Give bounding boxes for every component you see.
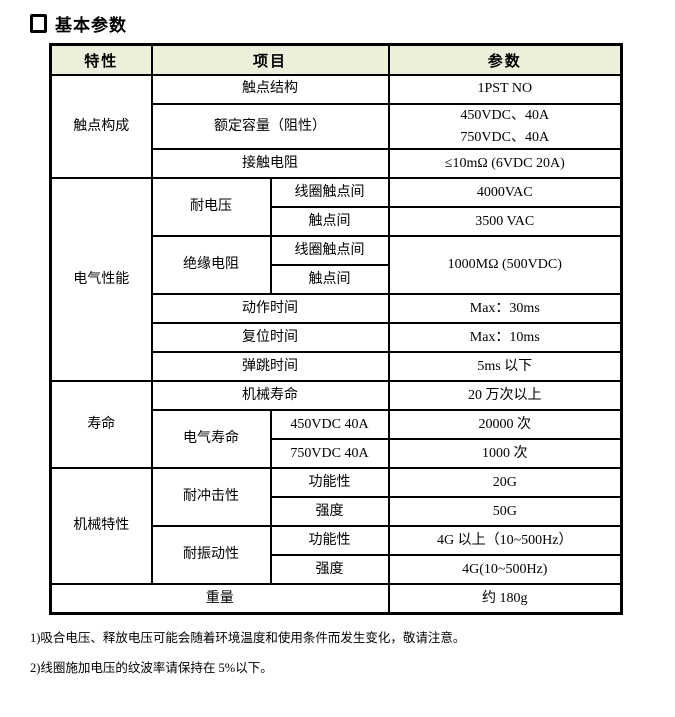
page-title: 基本参数 xyxy=(55,16,127,36)
square-bullet-icon xyxy=(30,14,47,33)
cell-life-elec-item: 电气寿命 xyxy=(150,409,272,470)
cell-reset-value: Max：10ms xyxy=(387,322,623,354)
footnote-2: 2)线圈施加电压的纹波率请保持在 5%以下。 xyxy=(30,661,273,676)
cell-insulation-value: 1000MΩ (500VDC) xyxy=(387,235,623,296)
table-row: 寿命 机械寿命 20 万次以上 xyxy=(49,380,623,470)
cell-life-elec-value1: 20000 次 xyxy=(387,409,623,441)
cell-life-elec-sub1: 450VDC 40A xyxy=(269,409,390,441)
table-row: 动作时间 Max：30ms xyxy=(51,293,623,325)
cell-vibration-value2: 4G(10~500Hz) xyxy=(387,554,623,586)
cell-life-elec-value2: 1000 次 xyxy=(387,438,623,470)
cell-shock-item: 耐冲击性 xyxy=(150,467,272,528)
table-row: 额定容量（阻性） 450VDC、40A 750VDC、40A xyxy=(51,102,623,151)
header-item: 项目 xyxy=(150,43,390,76)
cell-withstand-sub1: 线圈触点间 xyxy=(269,177,390,209)
cell-vibration-item: 耐振动性 xyxy=(150,525,272,586)
header-feature: 特性 xyxy=(49,43,153,76)
table-row: 触点间 3500 VAC xyxy=(51,206,623,238)
cell-bounce-value: 5ms 以下 xyxy=(387,351,623,383)
cell-life-elec-sub2: 750VDC 40A xyxy=(269,438,390,470)
table-row: 强度 4G(10~500Hz) xyxy=(51,554,623,586)
table-row: 电气寿命 450VDC 40A 20000 次 xyxy=(51,409,623,470)
table-header-row: 特性 项目 参数 xyxy=(49,43,623,76)
cell-life-feature: 寿命 xyxy=(49,380,153,470)
table-row: 触点间 xyxy=(51,264,622,296)
cell-shock-value1: 20G xyxy=(387,467,623,499)
cell-weight-value: 约 180g xyxy=(387,583,623,615)
cell-withstand-value1: 4000VAC xyxy=(387,177,623,209)
cell-life-mech-value: 20 万次以上 xyxy=(387,380,623,412)
cell-bounce-item: 弹跳时间 xyxy=(150,351,390,383)
cell-contact-resistance-item: 接触电阻 xyxy=(150,148,390,180)
cell-weight-item: 重量 xyxy=(49,583,390,615)
table-row: 绝缘电阻 线圈触点间 1000MΩ (500VDC) xyxy=(51,235,623,296)
cell-life-mech-item: 机械寿命 xyxy=(150,380,390,412)
cell-reset-item: 复位时间 xyxy=(150,322,390,354)
cell-mechanical-feature: 机械特性 xyxy=(49,467,153,586)
cell-contact-capacity-value: 450VDC、40A 750VDC、40A xyxy=(387,102,623,151)
capacity-value-line2: 750VDC、40A xyxy=(460,129,550,145)
table-row: 耐振动性 功能性 4G 以上（10~500Hz） xyxy=(51,525,623,586)
footnotes: 1)吸合电压、释放电压可能会随着环境温度和使用条件而发生变化，敬请注意。 2)线… xyxy=(30,627,675,676)
cell-contact-structure-item: 触点结构 xyxy=(150,74,390,105)
footnote-1: 1)吸合电压、释放电压可能会随着环境温度和使用条件而发生变化，敬请注意。 xyxy=(30,631,466,646)
cell-withstand-value2: 3500 VAC xyxy=(387,206,623,238)
cell-insulation-item: 绝缘电阻 xyxy=(150,235,272,296)
table-row: 机械特性 耐冲击性 功能性 20G xyxy=(49,467,623,586)
cell-shock-sub1: 功能性 xyxy=(269,467,390,499)
cell-contact-capacity-item: 额定容量（阻性） xyxy=(150,102,390,151)
cell-insulation-sub2: 触点间 xyxy=(269,264,390,296)
cell-vibration-value1: 4G 以上（10~500Hz） xyxy=(387,525,623,557)
cell-vibration-sub2: 强度 xyxy=(269,554,390,586)
basic-parameters-table: 特性 项目 参数 触点构成 触点结构 1PST NO 额定容量（阻性） 450V… xyxy=(49,43,624,616)
capacity-value-line1: 450VDC、40A xyxy=(460,108,550,123)
table-row: 重量 约 180g xyxy=(49,583,623,615)
cell-electrical-feature: 电气性能 xyxy=(49,177,153,383)
cell-insulation-sub1: 线圈触点间 xyxy=(269,235,390,267)
header-param: 参数 xyxy=(387,43,623,76)
table-row: 复位时间 Max：10ms xyxy=(51,322,623,354)
cell-withstand-sub2: 触点间 xyxy=(269,206,390,238)
table-row: 强度 50G xyxy=(51,496,623,528)
table-row: 电气性能 耐电压 线圈触点间 4000VAC xyxy=(49,177,623,383)
table-row: 接触电阻 ≤10mΩ (6VDC 20A) xyxy=(51,148,623,180)
table-row: 750VDC 40A 1000 次 xyxy=(51,438,623,470)
section-title: 基本参数 xyxy=(30,11,675,36)
cell-vibration-sub1: 功能性 xyxy=(269,525,390,557)
cell-contact-resistance-value: ≤10mΩ (6VDC 20A) xyxy=(387,148,623,180)
cell-shock-sub2: 强度 xyxy=(269,496,390,528)
cell-shock-value2: 50G xyxy=(387,496,623,528)
cell-withstand-item: 耐电压 xyxy=(150,177,272,238)
table-row: 触点构成 触点结构 1PST NO xyxy=(49,73,623,180)
table-row: 弹跳时间 5ms 以下 xyxy=(51,351,623,383)
cell-contact-feature: 触点构成 xyxy=(49,73,153,180)
cell-operate-value: Max：30ms xyxy=(387,293,623,325)
cell-operate-item: 动作时间 xyxy=(150,293,390,325)
cell-contact-structure-value: 1PST NO xyxy=(387,74,623,105)
